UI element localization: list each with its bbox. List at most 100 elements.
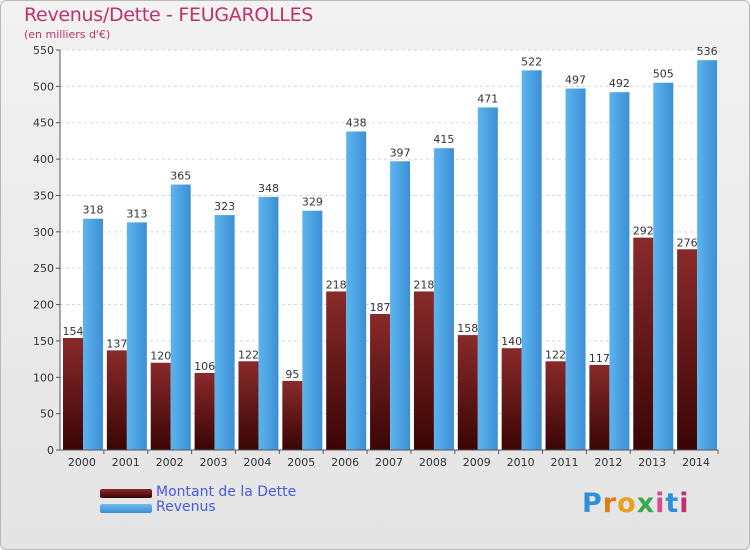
- data-label-dette: 140: [501, 335, 522, 348]
- bar-revenus: [433, 148, 454, 450]
- y-tick-label: 450: [33, 117, 54, 130]
- data-label-dette: 218: [326, 278, 347, 291]
- y-tick-label: 350: [33, 189, 54, 202]
- x-tick-label: 2005: [287, 456, 315, 469]
- y-tick-label: 100: [33, 371, 54, 384]
- x-tick-label: 2009: [463, 456, 491, 469]
- y-tick-label: 300: [33, 226, 54, 239]
- logo-letter: r: [602, 488, 618, 519]
- bar-revenus: [697, 60, 718, 450]
- logo-letter: i: [655, 488, 666, 519]
- bar-dette: [63, 338, 83, 450]
- x-tick-label: 2013: [638, 456, 666, 469]
- data-label-revenus: 492: [609, 77, 630, 90]
- bar-dette: [282, 380, 303, 450]
- logo-letter: t: [665, 488, 680, 519]
- x-tick-label: 2000: [68, 456, 96, 469]
- bar-dette: [457, 335, 478, 450]
- data-label-dette: 95: [285, 368, 299, 381]
- data-label-dette: 292: [633, 225, 654, 238]
- bar-dette: [326, 291, 347, 450]
- x-tick-label: 2011: [550, 456, 578, 469]
- data-label-dette: 154: [63, 325, 84, 338]
- x-tick-label: 2004: [243, 456, 271, 469]
- bar-revenus: [346, 131, 367, 451]
- bar-revenus: [609, 92, 630, 450]
- x-tick-label: 2008: [419, 456, 447, 469]
- data-label-revenus: 313: [126, 207, 147, 220]
- legend-label-revenus: Revenus: [156, 499, 216, 515]
- axes: 0 50 100 150 200 250 300 350 400 450 500 550 2000 200…: [33, 44, 719, 469]
- bar-dette: [413, 291, 434, 450]
- chart-subtitle: (en milliers d'€): [24, 28, 111, 41]
- bar-dette: [589, 364, 610, 450]
- bar-revenus: [477, 107, 498, 451]
- bar-dette: [370, 314, 391, 450]
- bar-revenus: [83, 218, 103, 450]
- data-label-revenus: 397: [390, 146, 411, 159]
- data-label-dette: 158: [457, 322, 478, 335]
- y-tick-label: 0: [47, 444, 54, 457]
- data-labels: 154 318 137 313 120 365 106 323 122 348 95 329 218 43…: [63, 45, 718, 381]
- data-label-revenus: 329: [302, 196, 323, 209]
- legend-swatch-revenus: [100, 504, 152, 513]
- bar-dette: [501, 348, 522, 450]
- y-tick-label: 400: [33, 153, 54, 166]
- data-label-revenus: 471: [477, 92, 498, 105]
- bar-revenus: [258, 196, 279, 450]
- logo-letter: P: [582, 488, 603, 519]
- data-label-revenus: 415: [433, 133, 454, 146]
- logo-letter: x: [636, 488, 656, 519]
- bar-dette: [194, 372, 215, 450]
- y-tick-label: 250: [33, 262, 54, 275]
- x-tick-label: 2007: [375, 456, 403, 469]
- y-tick-label: 500: [33, 80, 54, 93]
- x-tick-label: 2006: [331, 456, 359, 469]
- y-tick-label: 550: [33, 44, 54, 57]
- data-label-dette: 122: [238, 348, 259, 361]
- y-tick-label: 50: [40, 408, 54, 421]
- bar-revenus: [521, 70, 542, 450]
- bar-dette: [633, 237, 654, 450]
- data-label-dette: 122: [545, 348, 566, 361]
- x-tick-label: 2014: [682, 456, 710, 469]
- data-label-dette: 187: [370, 301, 391, 314]
- data-label-revenus: 522: [521, 55, 542, 68]
- bar-dette: [150, 362, 171, 450]
- logo-letter: i: [679, 488, 690, 519]
- bar-revenus: [565, 88, 586, 450]
- bar-revenus: [170, 184, 191, 450]
- bar-dette: [238, 361, 259, 450]
- x-tick-label: 2012: [594, 456, 622, 469]
- bar-revenus: [653, 82, 674, 451]
- bar-revenus: [214, 215, 235, 450]
- data-label-dette: 218: [413, 278, 434, 291]
- bar-revenus: [390, 161, 411, 451]
- chart-title: Revenus/Dette - FEUGAROLLES: [24, 4, 314, 26]
- data-label-revenus: 365: [170, 170, 191, 183]
- data-label-dette: 106: [194, 360, 215, 373]
- x-tick-label: 2003: [200, 456, 228, 469]
- proxiti-logo-text: Proxiti: [582, 488, 690, 519]
- bars: [63, 60, 718, 451]
- bar-revenus: [126, 222, 147, 450]
- data-label-revenus: 497: [565, 74, 586, 87]
- data-label-revenus: 323: [214, 200, 235, 213]
- data-label-dette: 137: [106, 337, 127, 350]
- logo-letter: o: [617, 488, 637, 519]
- data-label-revenus: 438: [346, 116, 367, 129]
- data-label-revenus: 318: [83, 204, 104, 217]
- x-tick-label: 2010: [507, 456, 535, 469]
- data-label-dette: 276: [677, 236, 698, 249]
- y-tick-label: 200: [33, 299, 54, 312]
- data-label-revenus: 505: [653, 68, 674, 81]
- bar-dette: [106, 350, 127, 450]
- x-tick-label: 2001: [112, 456, 140, 469]
- y-tick-label: 150: [33, 335, 54, 348]
- legend-label-debt: Montant de la Dette: [156, 484, 297, 500]
- bar-dette: [677, 249, 698, 450]
- proxiti-logo: Proxiti: [582, 488, 690, 519]
- x-tick-label: 2002: [156, 456, 184, 469]
- data-label-revenus: 536: [697, 45, 718, 58]
